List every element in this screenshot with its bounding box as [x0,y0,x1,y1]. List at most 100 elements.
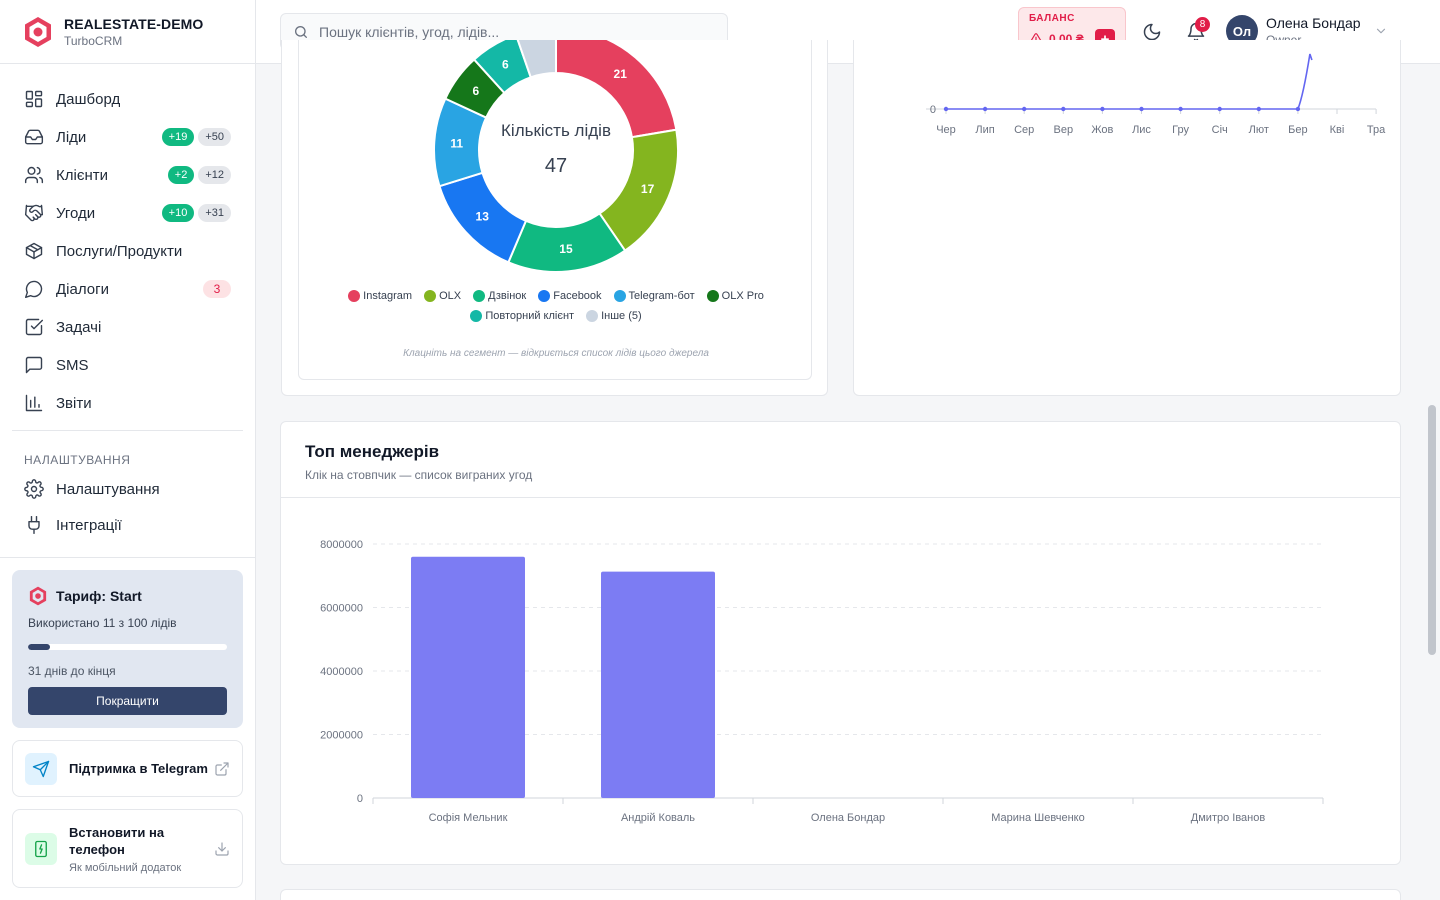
sidebar-item-settings[interactable]: Налаштування [0,471,255,507]
sidebar-item-label: Дашборд [56,90,121,108]
sidebar-item-tasks[interactable]: Задачі [0,308,255,346]
sidebar-item-sms[interactable]: SMS [0,346,255,384]
trend-point[interactable] [1217,106,1222,112]
total-count-badge: +31 [198,204,231,222]
x-tick-label: Чер [936,124,956,136]
sidebar-item-label: SMS [56,356,89,374]
trend-line [946,53,1313,110]
smartphone-charging-icon [35,840,47,857]
trend-point[interactable] [1100,106,1105,112]
trend-point[interactable] [1139,106,1144,112]
legend-dot [473,290,486,302]
brand-subtitle: TurboCRM [64,33,123,48]
trend-point[interactable] [1061,106,1066,112]
donut-center-label: Кількість лідів [501,121,611,140]
y-tick-label: 0 [357,793,363,805]
manager-bar[interactable] [601,571,715,798]
legend-item[interactable]: OLX Pro [706,290,764,302]
sidebar-item-deals[interactable]: Угоди +10 +31 [0,194,255,232]
donut-slice-label: 6 [473,84,480,98]
donut-slice-label: 21 [614,67,628,81]
sidebar-item-products[interactable]: Послуги/Продукти [0,232,255,270]
new-count-badge: +19 [161,128,195,146]
legend-dot [348,290,361,302]
legend-item[interactable]: OLX [424,290,461,302]
plug-icon [28,515,40,535]
balance-label: БАЛАНС [1029,13,1075,24]
donut-slice[interactable] [516,40,557,79]
sidebar-item-reports[interactable]: Звіти [0,384,255,422]
inbox-icon [24,129,44,145]
search-input[interactable] [319,23,699,40]
x-tick-label: Сер [1014,124,1034,136]
trend-point[interactable] [1256,106,1261,112]
notification-count-badge: 8 [1195,17,1210,32]
donut-legend: Instagram OLX Дзвінок Facebook Telegram-бот O… [299,290,813,322]
legend-item[interactable]: Telegram-бот [613,290,695,302]
legend-item[interactable]: Повторний клієнт [470,310,574,322]
upgrade-button[interactable]: Покращити [28,687,227,715]
x-tick-label: Тра [1367,124,1386,136]
lead-sources-panel: 21 17 15 13 11 6 6 Кількість лідів 47 Instagra… [298,40,812,380]
y-tick-label: 8000000 [320,539,363,551]
sidebar-item-clients[interactable]: Клієнти +2 +12 [0,156,255,194]
trend-point[interactable] [943,106,949,112]
top-managers-title: Топ менеджерів [305,442,440,461]
total-count-badge: +12 [198,166,231,184]
trend-point[interactable] [1178,106,1183,112]
sidebar-item-integrations[interactable]: Інтеграції [0,507,255,543]
plan-card: Тариф: Start Використано 11 з 100 лідів … [12,570,243,728]
nav-divider [12,430,243,431]
top-managers-bar-chart[interactable]: 0 2000000 4000000 6000000 8000000 Софія Мельн… [281,499,1401,865]
sidebar-divider [0,557,255,558]
sidebar-item-label: Звіти [56,394,92,412]
bar-chart-icon [25,394,43,412]
chevron-down-icon[interactable] [1374,24,1388,38]
brand[interactable]: REALESTATE-DEMO TurboCRM [0,0,255,64]
legend-item[interactable]: Facebook [538,290,602,302]
donut-slice-label: 15 [559,242,573,256]
package-icon [25,242,43,260]
legend-label: Instagram [363,290,413,302]
moon-icon[interactable] [1142,22,1162,42]
plan-usage-progress [28,644,227,650]
trend-point[interactable] [1295,106,1301,112]
manager-bar[interactable] [411,556,525,798]
x-tick-label: Лют [1249,124,1269,136]
sidebar-item-label: Інтеграції [56,516,122,534]
user-name[interactable]: Олена Бондар [1266,15,1361,31]
legend-item[interactable]: Дзвінок [473,290,526,302]
brand-name: REALESTATE-DEMO [64,15,204,32]
legend-dot [706,290,719,302]
install-app-card[interactable]: Встановити на телефон Як мобільний додат… [12,809,243,888]
plan-days-left: 31 днів до кінця [28,664,116,678]
sidebar-item-dashboard[interactable]: Дашборд [0,80,255,118]
y-tick-label: 4000000 [320,666,363,678]
main-nav: Дашборд Ліди +19 +50 Клієнти +2 +12 Угод… [0,64,255,543]
trend-point[interactable] [1022,106,1027,112]
donut-slice-label: 13 [476,210,490,224]
telegram-support-card[interactable]: Підтримка в Telegram [12,740,243,797]
legend-item[interactable]: Інше (5) [586,310,642,322]
page-scrollbar[interactable] [1428,405,1436,655]
sidebar-item-leads[interactable]: Ліди +19 +50 [0,118,255,156]
x-tick-label: Січ [1212,124,1228,136]
users-icon [24,166,44,184]
telegram-icon-box [25,752,57,785]
gear-icon [24,479,44,499]
plan-logo-icon [29,586,47,606]
legend-label: Дзвінок [488,290,527,302]
trend-point[interactable] [982,106,988,112]
legend-dot [538,290,551,302]
sidebar-item-label: Ліди [56,128,87,146]
legend-item[interactable]: Instagram [348,290,412,302]
donut-center-value: 47 [545,155,567,177]
external-link-icon [215,761,229,776]
x-tick-label: Жов [1091,124,1113,136]
new-count-badge: +10 [161,204,195,222]
download-icon [215,841,229,856]
lead-sources-donut-chart[interactable]: 21 17 15 13 11 6 6 Кількість лідів 47 [299,40,813,280]
sidebar-item-dialogs[interactable]: Діалоги 3 [0,270,255,308]
x-tick-label: Софія Мельник [429,812,508,824]
